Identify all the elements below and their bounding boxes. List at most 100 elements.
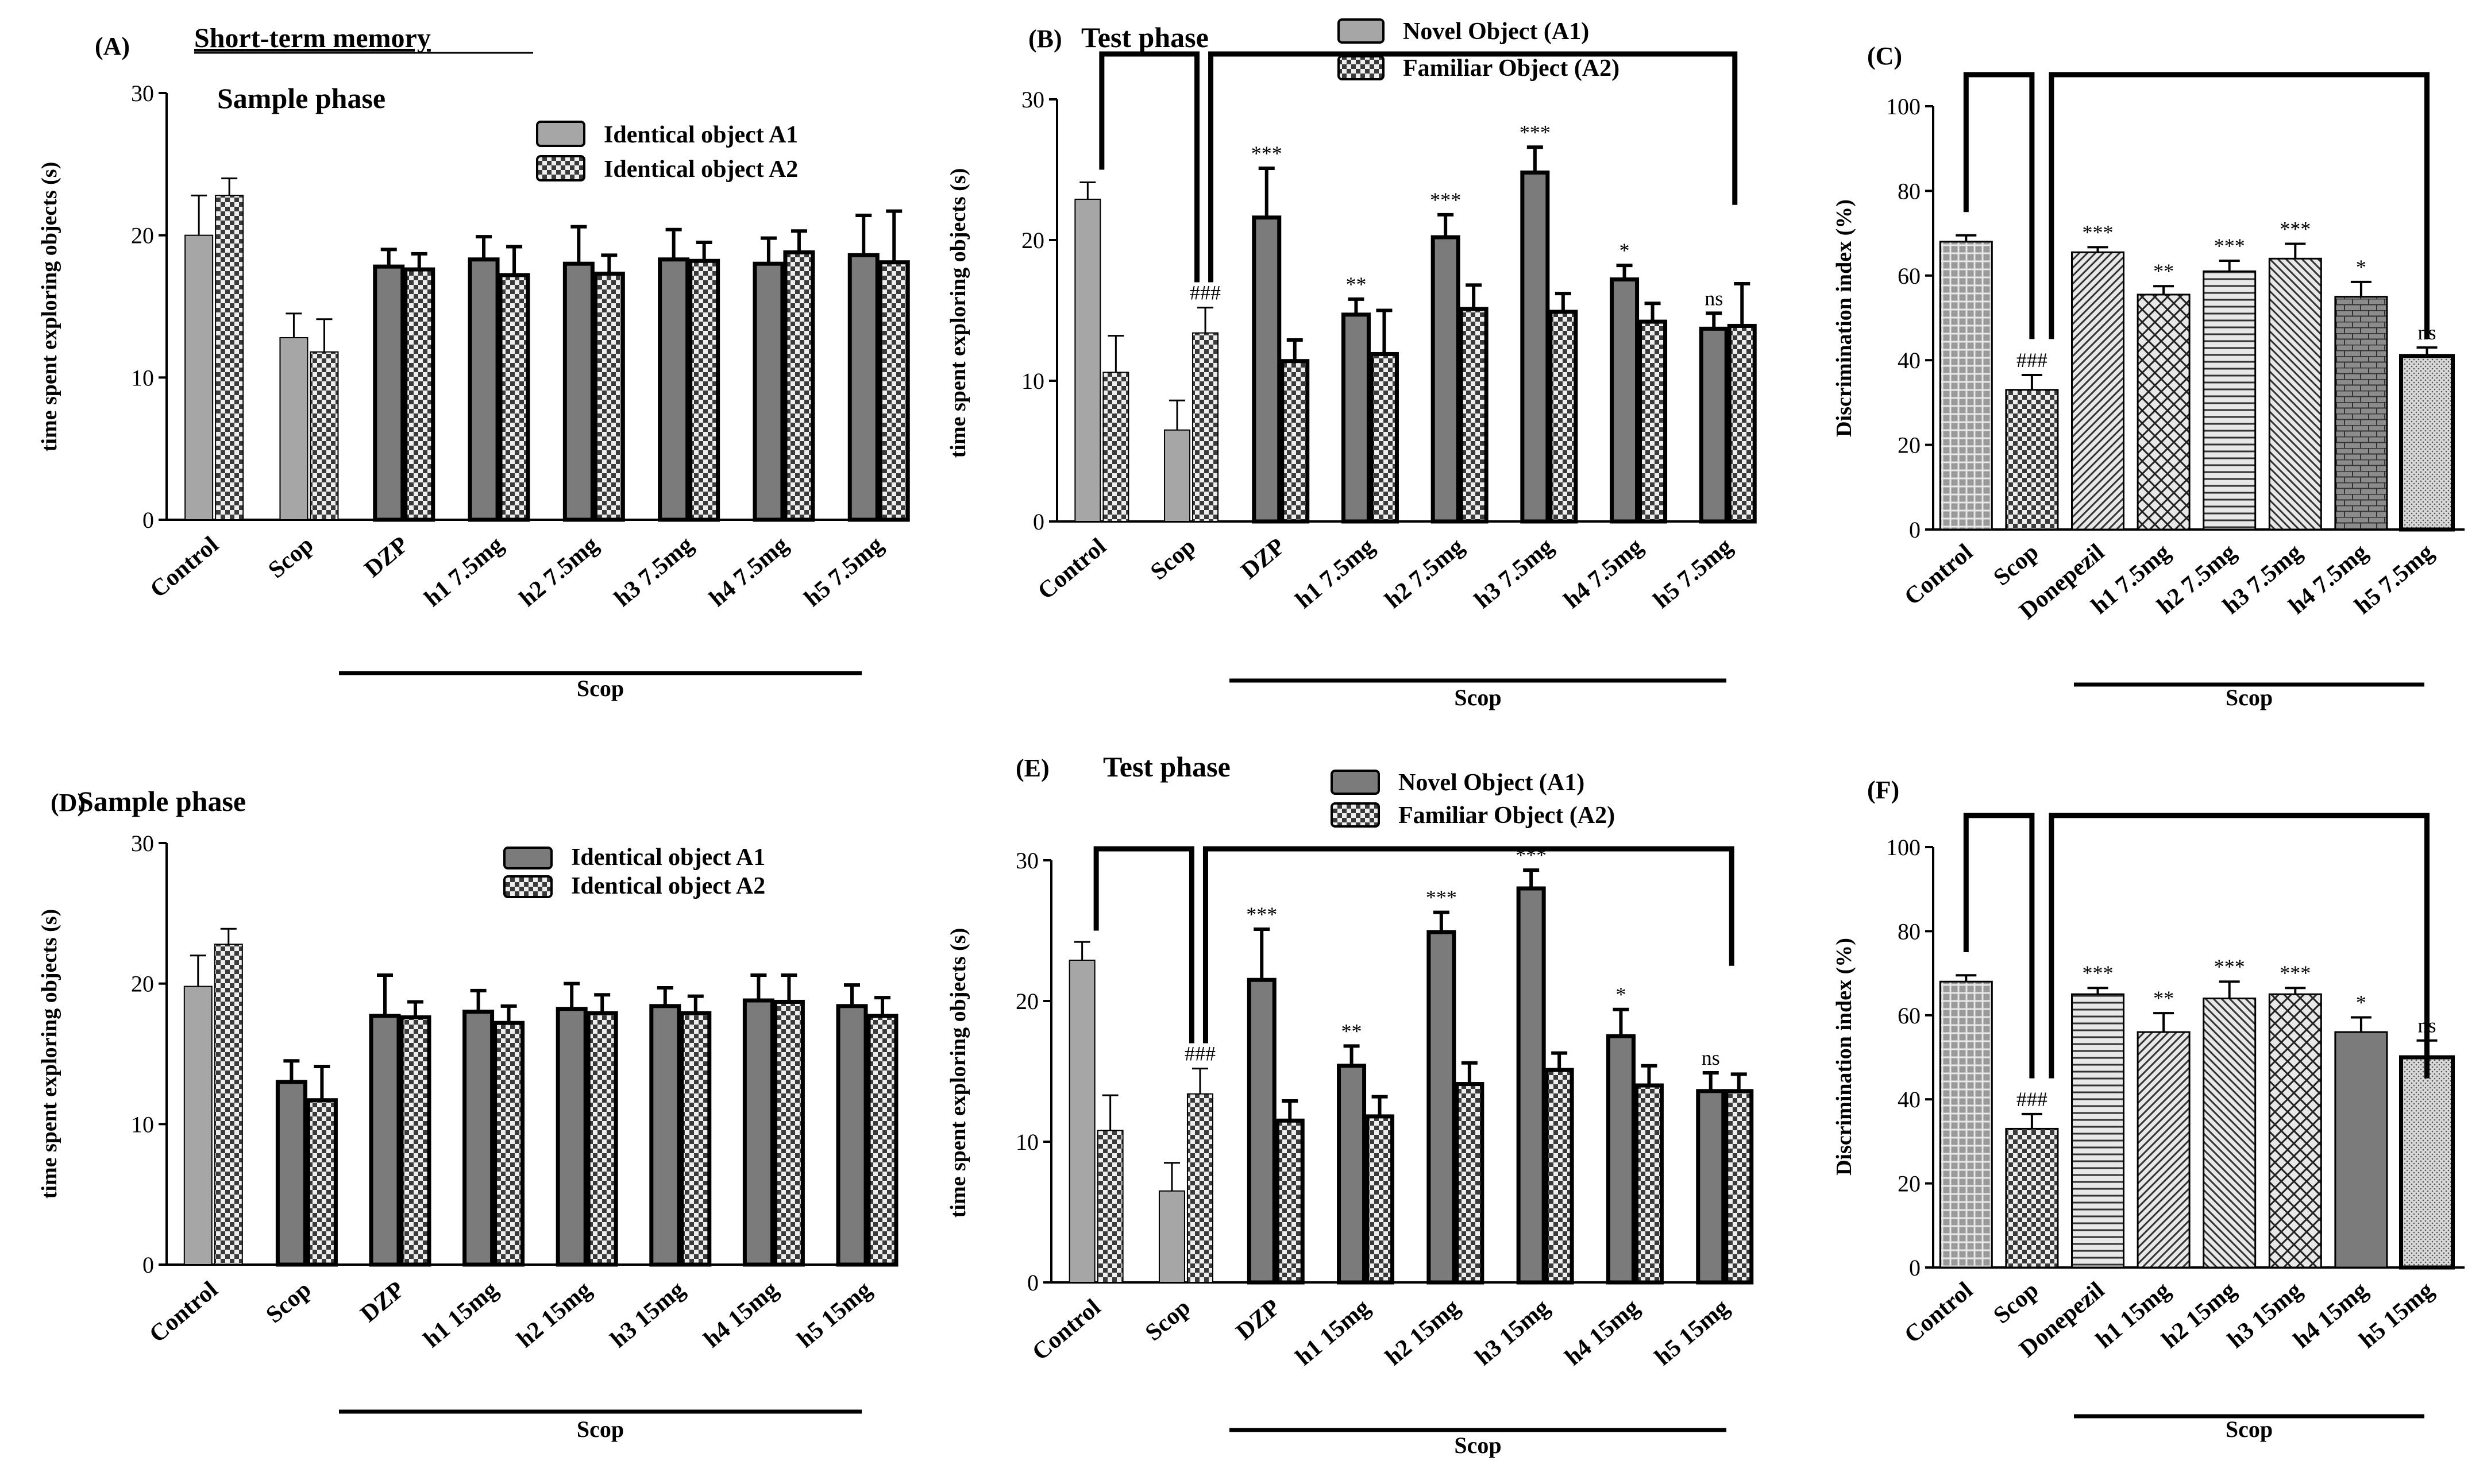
- y-tick-label: 20: [1898, 1171, 1921, 1197]
- y-tick-label: 0: [142, 507, 154, 533]
- significance-mark: **: [2153, 260, 2174, 283]
- bar-series-1: [1610, 277, 1640, 524]
- bar-series-2: [1280, 359, 1310, 524]
- category-label: h1 7.5mg: [419, 531, 508, 612]
- bar-series-2: [878, 260, 910, 522]
- legend-label: Novel Object (A1): [1398, 770, 1584, 796]
- legend-swatch: [503, 847, 553, 869]
- panel-title: Test phase: [1103, 751, 1231, 783]
- legend-swatch: [503, 875, 553, 898]
- comparison-bracket: [1099, 51, 1200, 283]
- bar: [2137, 1031, 2191, 1269]
- y-axis-title: time spent exploring objects (s): [37, 162, 61, 451]
- bar-series-1: [1074, 198, 1101, 522]
- legend-label: Identical object A1: [571, 844, 765, 871]
- comparison-bracket: [1208, 51, 1738, 283]
- significance-mark: ***: [1426, 886, 1457, 909]
- bar: [2203, 270, 2257, 531]
- category-label: DZP: [356, 1276, 410, 1327]
- panel-E: (E) Test phase 0 10 20 30 time spent exploring…: [946, 751, 1754, 1458]
- bar: [2399, 354, 2455, 532]
- panel-D: (D)Sample phase 0 10 20 30 time spent explori…: [37, 785, 899, 1442]
- panel-C: (C) 0 20 40 60 80 100 Discrimination index (%) C…: [1832, 42, 2465, 710]
- bar: [1939, 241, 1993, 531]
- bar-series-1: [183, 986, 213, 1266]
- bar-series-1: [1516, 886, 1546, 1285]
- bar-series-2: [1097, 1130, 1124, 1284]
- legend-swatch: [1331, 770, 1380, 795]
- y-tick-label: 10: [131, 1111, 154, 1137]
- category-label: h1 15mg: [2091, 1277, 2176, 1353]
- bar: [2334, 296, 2388, 531]
- y-tick-label: 10: [1021, 368, 1044, 394]
- bar-series-2: [783, 250, 815, 522]
- category-label: h4 7.5mg: [704, 531, 793, 612]
- category-label: Control: [1900, 539, 1978, 610]
- y-tick-label: 0: [1033, 509, 1044, 535]
- bar-series-1: [1606, 1034, 1636, 1285]
- legend-label: Familiar Object (A2): [1398, 802, 1615, 829]
- significance-mark: ###: [2016, 1088, 2047, 1111]
- bar-series-1: [1158, 1190, 1185, 1283]
- significance-mark: ***: [2214, 955, 2245, 978]
- bar-series-2: [214, 944, 243, 1266]
- legend-label: Identical object A2: [604, 156, 798, 183]
- bar-series-2: [1727, 323, 1757, 524]
- bar-series-2: [1634, 1083, 1664, 1285]
- bar-series-1: [1426, 930, 1456, 1285]
- bar-series-2: [1275, 1118, 1305, 1285]
- bar-series-1: [1696, 1089, 1726, 1285]
- category-label: h4 7.5mg: [1559, 533, 1648, 613]
- significance-mark: ###: [2016, 349, 2047, 372]
- legend-swatch: [536, 121, 585, 147]
- significance-mark: ***: [2214, 234, 2245, 257]
- bar-series-2: [1192, 332, 1219, 522]
- panel-header: Short-term memory: [194, 23, 431, 53]
- category-label: h2 7.5mg: [1380, 533, 1469, 613]
- bar-series-2: [1638, 319, 1668, 524]
- significance-mark: ***: [2280, 218, 2311, 241]
- bar-series-2: [773, 999, 805, 1267]
- panel-label: (B): [1028, 25, 1062, 53]
- bar-series-2: [306, 1098, 338, 1267]
- y-axis-title: time spent exploring objects (s): [946, 928, 970, 1218]
- significance-mark: ***: [1430, 188, 1461, 211]
- bar-series-2: [593, 272, 625, 522]
- y-tick-label: 10: [1016, 1129, 1039, 1155]
- y-tick-label: 0: [1909, 517, 1921, 543]
- scop-group-label: Scop: [577, 1416, 624, 1442]
- bar-series-2: [1548, 310, 1578, 524]
- bar-series-1: [275, 1080, 307, 1267]
- y-tick-label: 20: [131, 971, 154, 997]
- panel-title: Sample phase: [217, 82, 385, 114]
- bar: [2203, 998, 2257, 1269]
- bar-series-1: [1069, 959, 1096, 1283]
- bar-series-2: [498, 273, 530, 522]
- significance-mark: ns: [1705, 287, 1723, 310]
- bar-series-1: [1164, 429, 1191, 522]
- bar: [2071, 993, 2124, 1269]
- panel-label: (C): [1867, 42, 1902, 70]
- panel-label: (F): [1867, 776, 1899, 804]
- bar-series-1: [649, 1004, 681, 1267]
- significance-mark: ***: [2280, 961, 2311, 984]
- bar-series-2: [1102, 372, 1129, 522]
- category-label: Scop: [261, 1276, 317, 1328]
- category-label: h1 15mg: [1291, 1294, 1375, 1370]
- bar-series-1: [836, 1004, 868, 1267]
- category-label: h3 15mg: [2223, 1277, 2307, 1353]
- category-label: h4 15mg: [699, 1276, 784, 1352]
- significance-mark: ***: [1520, 121, 1551, 144]
- legend-label: Novel Object (A1): [1403, 18, 1589, 45]
- significance-mark: ns: [1702, 1046, 1720, 1069]
- bar-series-2: [688, 258, 720, 522]
- bar: [2005, 1127, 2059, 1269]
- significance-mark: *: [1619, 239, 1630, 262]
- panel-label: (E): [1016, 754, 1050, 782]
- bar-series-2: [1459, 307, 1489, 524]
- bar-series-1: [279, 337, 309, 521]
- bar-series-2: [310, 351, 339, 521]
- category-label: Control: [1900, 1277, 1978, 1348]
- bar-series-2: [680, 1011, 712, 1267]
